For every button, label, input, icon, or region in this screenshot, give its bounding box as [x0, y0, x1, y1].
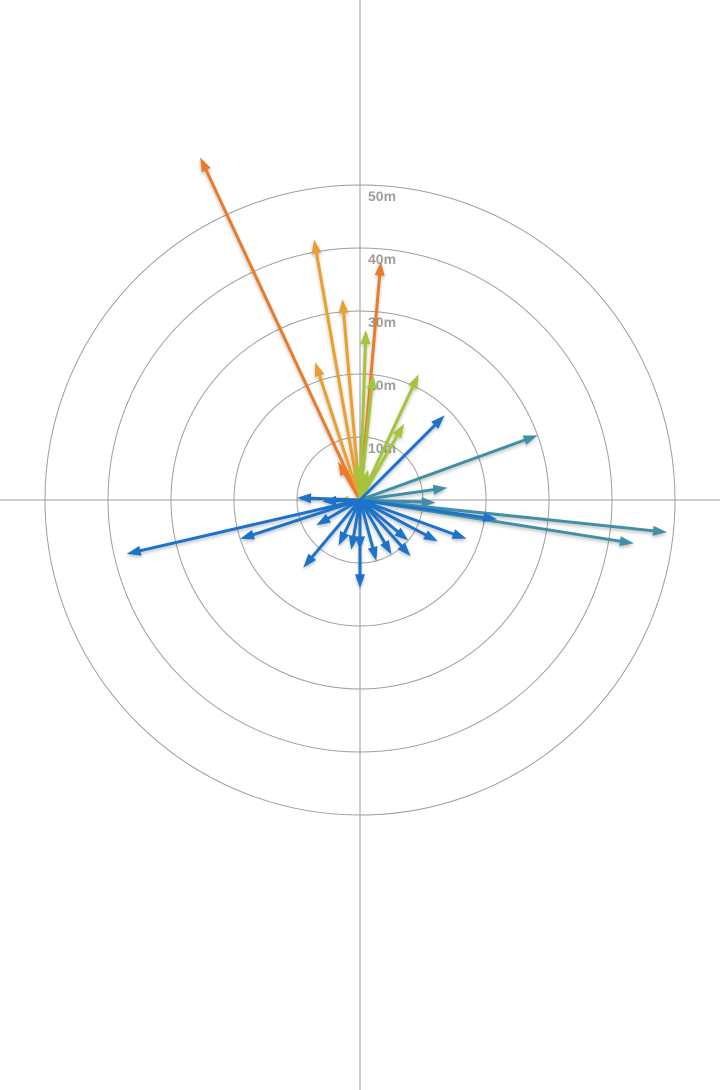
vector-arrow [200, 157, 360, 500]
range-ring-label: 30m [368, 314, 396, 330]
vectors [127, 157, 667, 588]
range-ring-label: 50m [368, 188, 396, 204]
polar-vector-chart: 10m20m30m40m50m [0, 0, 720, 1090]
range-ring-label: 40m [368, 251, 396, 267]
